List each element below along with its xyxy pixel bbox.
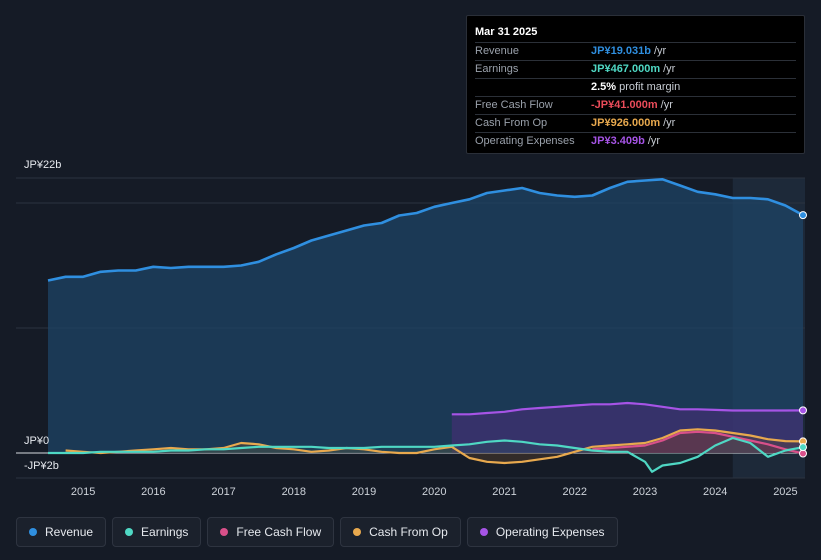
- tooltip-value: JP¥926.000m: [591, 117, 661, 129]
- x-tick-label: 2015: [71, 486, 95, 498]
- free-cash-flow-line: [592, 430, 804, 455]
- legend-label: Cash From Op: [369, 525, 448, 539]
- legend-dot-icon: [353, 528, 362, 536]
- tooltip-unit: profit margin: [619, 81, 681, 93]
- tooltip-value: JP¥3.409b: [591, 135, 645, 147]
- tooltip-row: Free Cash Flow -JP¥41.000m/yr: [475, 97, 796, 115]
- tooltip-label: [475, 79, 591, 96]
- x-tick-label: 2020: [422, 486, 446, 498]
- legend-label: Earnings: [141, 525, 189, 539]
- tooltip-value: JP¥19.031b: [591, 45, 651, 57]
- revenue-area: [48, 179, 803, 454]
- tooltip-unit: /yr: [663, 63, 676, 75]
- x-tick-label: 2016: [141, 486, 165, 498]
- x-tick-label: 2022: [563, 486, 587, 498]
- tooltip-label: Free Cash Flow: [475, 99, 553, 111]
- legend-label: Revenue: [45, 525, 94, 539]
- x-tick-label: 2017: [211, 486, 235, 498]
- tooltip-unit: /yr: [653, 45, 667, 57]
- legend-item-operating-expenses[interactable]: Operating Expenses: [466, 517, 618, 547]
- tooltip-label: Revenue: [475, 45, 520, 57]
- x-tick-label: 2019: [352, 486, 376, 498]
- cash-from-op-line: [65, 428, 804, 465]
- x-tick-label: 2023: [633, 486, 657, 498]
- y-axis-top-label: JP¥22b: [24, 159, 62, 171]
- tooltip-label: Earnings: [475, 63, 519, 75]
- revenue-line: [47, 178, 804, 282]
- tooltip-label: Operating Expenses: [475, 135, 575, 147]
- tooltip-value: JP¥467.000m: [591, 63, 661, 75]
- x-tick-label: 2021: [492, 486, 516, 498]
- operating-expenses-area: [451, 403, 803, 453]
- free-cash-flow-area: [592, 431, 803, 454]
- legend-item-earnings[interactable]: Earnings: [112, 517, 202, 547]
- data-tooltip: Mar 31 2025 Revenue JP¥19.031b/yr Earnings…: [466, 15, 805, 154]
- legend-item-free-cash-flow[interactable]: Free Cash Flow: [207, 517, 335, 547]
- legend-label: Free Cash Flow: [236, 525, 322, 539]
- tooltip-date: Mar 31 2025: [475, 24, 796, 43]
- legend-item-revenue[interactable]: Revenue: [16, 517, 107, 547]
- y-axis-zero-label: JP¥0: [24, 435, 50, 447]
- tooltip-row: 2.5% profit margin: [475, 79, 796, 97]
- tooltip-row: Cash From Op JP¥926.000m/yr: [475, 115, 796, 133]
- chart-legend: Revenue Earnings Free Cash Flow Cash From O…: [16, 517, 618, 547]
- tooltip-unit: /yr: [663, 117, 676, 129]
- operating-expenses-line: [451, 401, 804, 416]
- x-tick-label: 2025: [773, 486, 797, 498]
- earnings-end-point: [799, 443, 807, 452]
- tooltip-row: Revenue JP¥19.031b/yr: [475, 43, 796, 61]
- x-tick-label: 2018: [282, 486, 306, 498]
- tooltip-row: Operating Expenses JP¥3.409b/yr: [475, 133, 796, 150]
- x-tick-label: 2024: [703, 486, 727, 498]
- tooltip-value: -JP¥41.000m: [591, 99, 658, 111]
- legend-dot-icon: [125, 528, 134, 536]
- tooltip-unit: /yr: [647, 135, 661, 147]
- tooltip-label: Cash From Op: [475, 117, 548, 129]
- earnings-line: [48, 436, 804, 473]
- legend-dot-icon: [479, 528, 488, 536]
- legend-item-cash-from-op[interactable]: Cash From Op: [340, 517, 461, 547]
- revenue-end-point: [799, 211, 807, 220]
- operating-expenses-end-point: [799, 406, 807, 415]
- tooltip-row: Earnings JP¥467.000m/yr: [475, 61, 796, 79]
- legend-label: Operating Expenses: [495, 525, 605, 539]
- tooltip-unit: /yr: [660, 99, 673, 111]
- legend-dot-icon: [220, 528, 229, 536]
- y-axis-bottom-label: -JP¥2b: [24, 460, 59, 472]
- tooltip-value: 2.5%: [591, 81, 617, 93]
- legend-dot-icon: [29, 528, 37, 536]
